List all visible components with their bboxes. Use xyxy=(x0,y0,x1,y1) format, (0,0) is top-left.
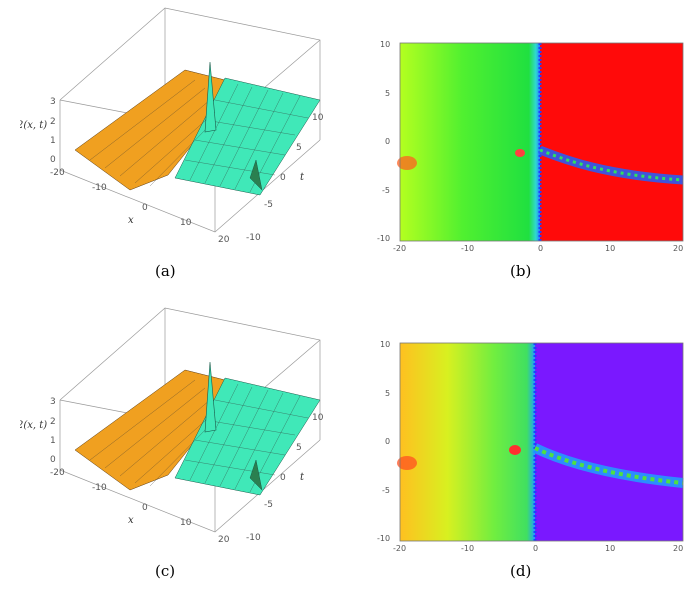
y-tick-5: 5 xyxy=(385,389,390,398)
caption-c: (c) xyxy=(155,562,176,580)
y-tick-neg10: -10 xyxy=(377,234,390,243)
mesh-c xyxy=(89,379,309,493)
z-tick-0: 0 xyxy=(50,455,56,465)
x-tick-3: 10 xyxy=(180,518,192,528)
z-tick-3: 3 xyxy=(50,97,56,107)
z-tick-2: 2 xyxy=(50,417,56,427)
x-axis-label: x xyxy=(128,515,134,526)
x-tick-20: 20 xyxy=(673,244,683,253)
x-tick-1: -10 xyxy=(92,483,107,493)
x-tick-0: 0 xyxy=(538,244,543,253)
caption-b: (b) xyxy=(510,262,532,280)
t-tick-1: -5 xyxy=(264,200,273,210)
x-tick-neg20: -20 xyxy=(393,244,406,253)
x-tick-0: -20 xyxy=(50,168,65,178)
x-tick-4: 20 xyxy=(218,235,230,245)
t-tick-3: 5 xyxy=(296,443,302,453)
right-region-d xyxy=(535,343,683,541)
caption-d: (d) xyxy=(510,562,532,580)
z-tick-0: 0 xyxy=(50,155,56,165)
t-tick-4: 10 xyxy=(312,113,324,123)
x-tick-4: 20 xyxy=(218,535,230,545)
panel-c-surface-plot: 3 2 1 0 φ2(x, t) -20 -10 0 10 20 x 10 5 … xyxy=(10,300,340,555)
x-tick-3: 10 xyxy=(180,218,192,228)
right-region-b xyxy=(540,43,683,241)
t-tick-1: -5 xyxy=(264,500,273,510)
x-axis-label: x xyxy=(128,215,134,226)
y-tick-neg5: -5 xyxy=(382,186,390,195)
t-tick-0: -10 xyxy=(246,533,261,543)
z-tick-1: 1 xyxy=(50,436,56,446)
t-axis-label: t xyxy=(300,472,305,483)
t-tick-2: 0 xyxy=(280,173,286,183)
density-plot-b-svg: 10 5 0 -5 -10 -20 -10 0 10 20 xyxy=(377,40,684,253)
x-tick-10: 10 xyxy=(605,244,615,253)
panel-a-surface-plot: 3 2 1 0 φ2(x, t) -20 -10 0 10 20 x 10 5 … xyxy=(10,0,340,255)
x-tick-neg20: -20 xyxy=(393,544,406,553)
density-plot-d-svg: 10 5 0 -5 -10 -20 -10 0 10 20 xyxy=(377,340,684,553)
caption-a: (a) xyxy=(155,262,176,280)
spike-a xyxy=(204,61,217,133)
panel-d-density-plot: 10 5 0 -5 -10 -20 -10 0 10 20 xyxy=(365,335,695,555)
panel-b-density-plot: 10 5 0 -5 -10 -20 -10 0 10 20 xyxy=(365,35,695,255)
surface-plot-c-svg: 3 2 1 0 φ2(x, t) -20 -10 0 10 20 x 10 5 … xyxy=(10,307,324,545)
y-tick-10: 10 xyxy=(380,40,390,49)
t-tick-3: 5 xyxy=(296,143,302,153)
x-tick-2: 0 xyxy=(142,503,148,513)
z-tick-3: 3 xyxy=(50,397,56,407)
x-tick-neg10: -10 xyxy=(461,544,474,553)
y-tick-0: 0 xyxy=(385,437,390,446)
t-tick-0: -10 xyxy=(246,233,261,243)
spike-c xyxy=(204,361,217,433)
x-tick-0: -20 xyxy=(50,468,65,478)
x-tick-0: 0 xyxy=(533,544,538,553)
left-region-b xyxy=(400,43,540,241)
y-tick-5: 5 xyxy=(385,89,390,98)
z-tick-1: 1 xyxy=(50,136,56,146)
surface-plot-a-svg: 3 2 1 0 φ2(x, t) -20 -10 0 10 20 x 10 5 … xyxy=(10,7,324,245)
y-tick-10: 10 xyxy=(380,340,390,349)
left-region-d xyxy=(400,343,535,541)
t-tick-4: 10 xyxy=(312,413,324,423)
z-tick-2: 2 xyxy=(50,117,56,127)
x-tick-neg10: -10 xyxy=(461,244,474,253)
x-tick-10: 10 xyxy=(605,544,615,553)
z-axis-label: φ2(x, t) xyxy=(20,120,47,131)
x-tick-1: -10 xyxy=(92,183,107,193)
x-tick-2: 0 xyxy=(142,203,148,213)
t-tick-2: 0 xyxy=(280,473,286,483)
x-tick-20: 20 xyxy=(673,544,683,553)
y-tick-0: 0 xyxy=(385,137,390,146)
y-tick-neg5: -5 xyxy=(382,486,390,495)
z-axis-label: φ2(x, t) xyxy=(20,420,47,431)
y-tick-neg10: -10 xyxy=(377,534,390,543)
t-axis-label: t xyxy=(300,172,305,183)
